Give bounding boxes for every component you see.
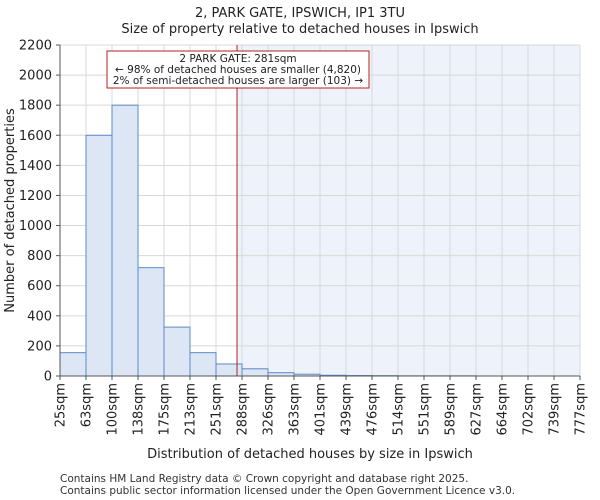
- y-tick-label: 1800: [19, 99, 52, 114]
- bar: [189, 352, 217, 377]
- x-tick-label: 213sqm: [184, 383, 199, 436]
- x-tick-label: 363sqm: [288, 383, 303, 436]
- x-tick-label: 439sqm: [340, 383, 355, 436]
- bar: [85, 134, 113, 377]
- y-axis-label: Number of detached properties: [3, 108, 18, 313]
- bar: [163, 326, 191, 377]
- x-tick-label: 664sqm: [496, 383, 511, 436]
- bar: [137, 267, 165, 377]
- y-tick-label: 1400: [19, 159, 52, 174]
- x-axis-label: Distribution of detached houses by size …: [147, 447, 473, 462]
- annotation-line-1: 2 PARK GATE: 281sqm: [179, 53, 296, 65]
- x-tick-label: 627sqm: [470, 383, 485, 436]
- y-tick-label: 600: [27, 279, 52, 294]
- x-tick-label: 514sqm: [392, 383, 407, 436]
- bar: [59, 352, 87, 377]
- bar: [111, 104, 139, 377]
- x-tick-label: 25sqm: [54, 383, 69, 427]
- y-tick-label: 2200: [19, 39, 52, 54]
- x-tick-label: 138sqm: [132, 383, 147, 436]
- x-tick-label: 251sqm: [210, 383, 225, 436]
- annotation-line-2: ← 98% of detached houses are smaller (4,…: [115, 64, 361, 76]
- y-tick-label: 1000: [19, 219, 52, 234]
- x-tick-label: 777sqm: [574, 383, 589, 436]
- y-tick-label: 1600: [19, 129, 52, 144]
- x-tick-label: 326sqm: [262, 383, 277, 436]
- x-tick-label: 589sqm: [444, 383, 459, 436]
- y-tick-label: 800: [27, 249, 52, 264]
- footer-line-2: Contains public sector information licen…: [60, 485, 516, 497]
- bar: [215, 363, 243, 377]
- x-tick-label: 63sqm: [80, 383, 95, 427]
- y-tick-label: 1200: [19, 189, 52, 204]
- y-tick-label: 200: [27, 339, 52, 354]
- x-tick-label: 401sqm: [314, 383, 329, 436]
- x-tick-label: 175sqm: [158, 383, 173, 436]
- x-tick-label: 702sqm: [522, 383, 537, 436]
- highlight-region: [237, 45, 580, 376]
- marker-annotation: 2 PARK GATE: 281sqm ← 98% of detached ho…: [106, 50, 370, 89]
- chart-title: 2, PARK GATE, IPSWICH, IP1 3TU: [194, 6, 406, 21]
- y-tick-label: 0: [44, 370, 52, 385]
- y-tick-label: 400: [27, 309, 52, 324]
- annotation-box: [106, 50, 370, 89]
- x-tick-label: 100sqm: [106, 383, 121, 436]
- y-tick-label: 2000: [19, 69, 52, 84]
- x-tick-label: 739sqm: [548, 383, 563, 436]
- footer-line-1: Contains HM Land Registry data © Crown c…: [60, 473, 469, 485]
- x-tick-label: 476sqm: [366, 383, 381, 436]
- chart-subtitle: Size of property relative to detached ho…: [121, 22, 479, 37]
- x-tick-label: 288sqm: [236, 383, 251, 436]
- bar: [241, 368, 269, 377]
- x-tick-label: 551sqm: [418, 383, 433, 436]
- annotation-line-3: 2% of semi-detached houses are larger (1…: [113, 75, 364, 87]
